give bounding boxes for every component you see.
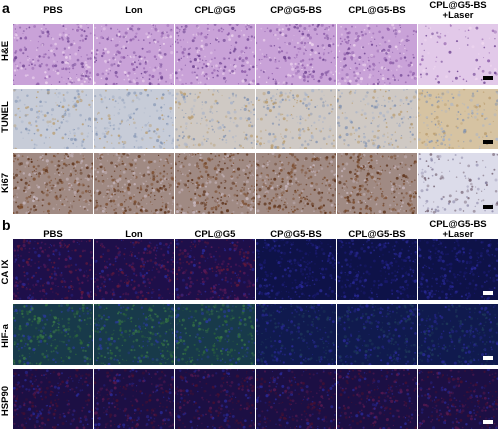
fluorescence-ca-ix-2 [94,239,174,300]
micrograph-ki67-1 [13,153,93,214]
fluorescence-hif-a-1 [13,304,93,365]
panel-b-label: b [2,217,11,233]
scale-bar [483,420,493,424]
fluorescence-hsp90-4 [256,369,336,429]
col-header-cpl-g5-bs: CPL@G5-BS [348,5,406,16]
col-header-lon-b: Lon [125,229,143,240]
row-label-tunel: TUNEL [0,101,11,133]
fluorescence-ca-ix-6 [418,239,498,300]
col-header-cpl-g5-bs-b: CPL@G5-BS [348,229,406,240]
micrograph-he-5 [337,24,417,85]
fluorescence-ca-ix-1 [13,239,93,300]
fluorescence-ca-ix-5 [337,239,417,300]
fluorescence-hif-a-6 [418,304,498,365]
fluorescence-hsp90-2 [94,369,174,429]
col-header-laser-line-b: +Laser [442,229,474,240]
row-label-ca-ix: CA IX [0,259,11,285]
panel-a-label: a [2,0,10,16]
fluorescence-hsp90-5 [337,369,417,429]
col-header-cpl-g5-bs-laser-b: CPL@G5-BS [429,219,487,230]
micrograph-tunel-3 [175,89,255,149]
fluorescence-hif-a-5 [337,304,417,365]
fluorescence-ca-ix-4 [256,239,336,300]
scale-bar [483,291,493,295]
micrograph-tunel-4 [256,89,336,149]
micrograph-tunel-6 [418,89,498,149]
micrograph-he-2 [94,24,174,85]
micrograph-tunel-1 [13,89,93,149]
row-label-ki67: Ki67 [0,172,11,194]
col-header-laser-line: +Laser [442,10,474,21]
col-header-cpl-g5-bs-laser: CPL@G5-BS [429,0,487,11]
micrograph-ki67-2 [94,153,174,214]
scale-bar [483,76,493,80]
fluorescence-hif-a-2 [94,304,174,365]
micrograph-ki67-3 [175,153,255,214]
col-header-cp-g5-bs-b: CP@G5-BS [270,229,322,240]
micrograph-tunel-5 [337,89,417,149]
micrograph-he-6 [418,24,498,85]
fluorescence-hif-a-4 [256,304,336,365]
micrograph-he-1 [13,24,93,85]
fluorescence-hsp90-6 [418,369,498,429]
col-header-cpl-g5: CPL@G5 [194,5,236,16]
row-label-hif-a: HIF-a [0,324,11,348]
col-header-pbs: PBS [43,5,63,16]
fluorescence-ca-ix-3 [175,239,255,300]
scale-bar [483,356,493,360]
micrograph-he-4 [256,24,336,85]
micrograph-ki67-6 [418,153,498,214]
col-header-pbs-b: PBS [43,229,63,240]
fluorescence-hsp90-3 [175,369,255,429]
micrograph-he-3 [175,24,255,85]
fluorescence-hif-a-3 [175,304,255,365]
micrograph-ki67-4 [256,153,336,214]
row-label-he: H&E [0,40,11,62]
col-header-lon: Lon [125,5,143,16]
fluorescence-hsp90-1 [13,369,93,429]
micrograph-ki67-5 [337,153,417,214]
col-header-cp-g5-bs: CP@G5-BS [270,5,322,16]
col-header-cpl-g5-b: CPL@G5 [194,229,236,240]
row-label-hsp90: HSP90 [0,385,11,417]
micrograph-tunel-2 [94,89,174,149]
scale-bar [483,140,493,144]
scale-bar [483,205,493,209]
